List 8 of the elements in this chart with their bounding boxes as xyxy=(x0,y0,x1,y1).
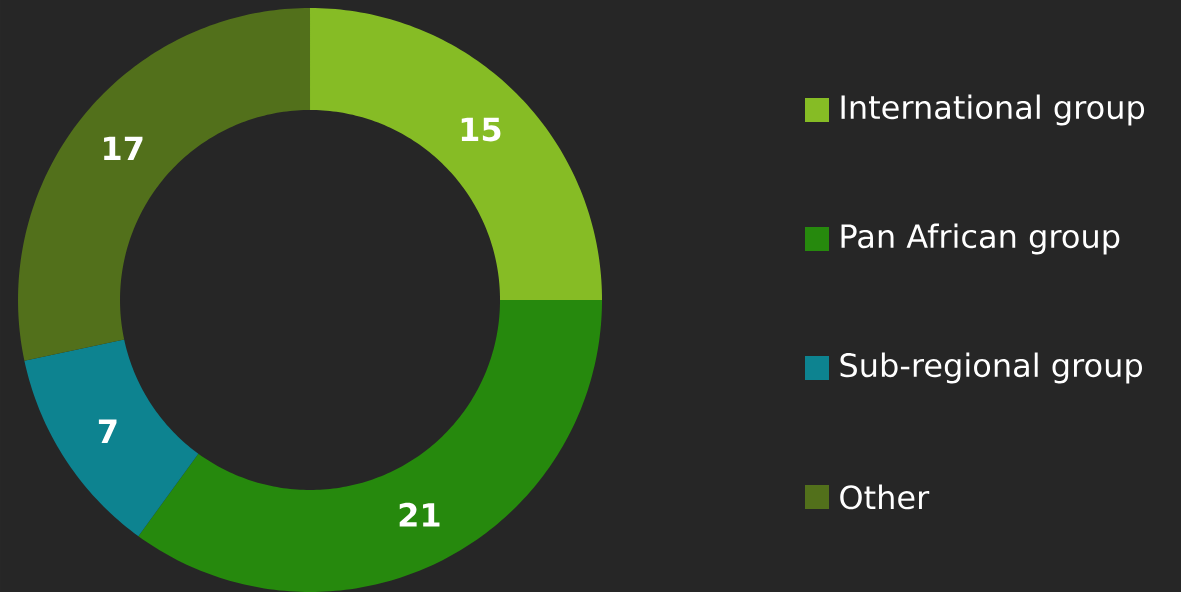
data-label: 15 xyxy=(461,117,501,142)
legend-label: International group xyxy=(841,94,1145,126)
data-label: 21 xyxy=(399,502,440,527)
data-label: 7 xyxy=(98,419,117,443)
legend-label: Pan African group xyxy=(841,223,1120,255)
data-label: 17 xyxy=(104,136,143,160)
legend-label: Other xyxy=(840,484,930,510)
legend-label: Sub-regional group xyxy=(840,352,1142,384)
